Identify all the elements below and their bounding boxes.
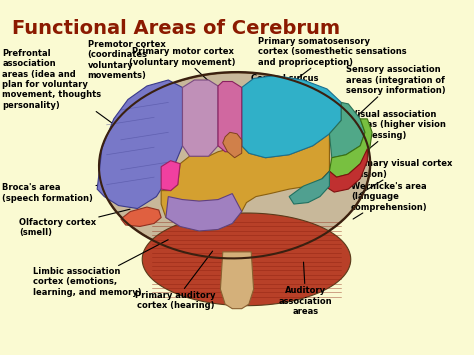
Polygon shape [220, 252, 254, 308]
Text: Primary auditory
cortex (hearing): Primary auditory cortex (hearing) [135, 251, 216, 310]
Text: Primary somatosensory
cortex (somesthetic sensations
and proprioception): Primary somatosensory cortex (somestheti… [258, 37, 407, 90]
Polygon shape [161, 161, 180, 191]
Polygon shape [242, 76, 341, 158]
Polygon shape [182, 80, 218, 156]
Polygon shape [121, 207, 161, 226]
Text: Prefrontal
association
areas (idea and
plan for voluntary
movement, thoughts
per: Prefrontal association areas (idea and p… [2, 49, 133, 138]
Polygon shape [142, 213, 351, 306]
Polygon shape [223, 132, 242, 158]
Text: Auditory
association
areas: Auditory association areas [279, 262, 333, 316]
Polygon shape [161, 134, 329, 231]
Text: Primary motor cortex
(voluntary movement): Primary motor cortex (voluntary movement… [129, 47, 236, 86]
Text: Sensory association
areas (integration of
sensory information): Sensory association areas (integration o… [343, 65, 446, 129]
Polygon shape [218, 82, 242, 152]
Text: Olfactory cortex
(smell): Olfactory cortex (smell) [19, 209, 130, 237]
Polygon shape [97, 80, 182, 208]
Text: Wernicke's area
(language
comprehension): Wernicke's area (language comprehension) [351, 182, 428, 219]
Text: Functional Areas of Cerebrum: Functional Areas of Cerebrum [12, 19, 340, 38]
Polygon shape [329, 119, 372, 177]
Text: Limbic association
cortex (emotions,
learning, and memory): Limbic association cortex (emotions, lea… [33, 240, 168, 297]
Polygon shape [322, 149, 367, 192]
Text: Visual association
areas (higher vision
processing): Visual association areas (higher vision … [351, 110, 446, 162]
Polygon shape [289, 171, 329, 204]
Text: Premotor cortex
(coordinates
voluntary
movements): Premotor cortex (coordinates voluntary m… [88, 40, 180, 88]
Polygon shape [166, 193, 242, 231]
Text: Central sulcus: Central sulcus [244, 74, 319, 95]
Polygon shape [100, 72, 370, 258]
Polygon shape [329, 103, 365, 158]
Text: Broca's area
(speech formation): Broca's area (speech formation) [2, 178, 149, 202]
Text: Primary visual cortex
(vision): Primary visual cortex (vision) [351, 159, 452, 194]
